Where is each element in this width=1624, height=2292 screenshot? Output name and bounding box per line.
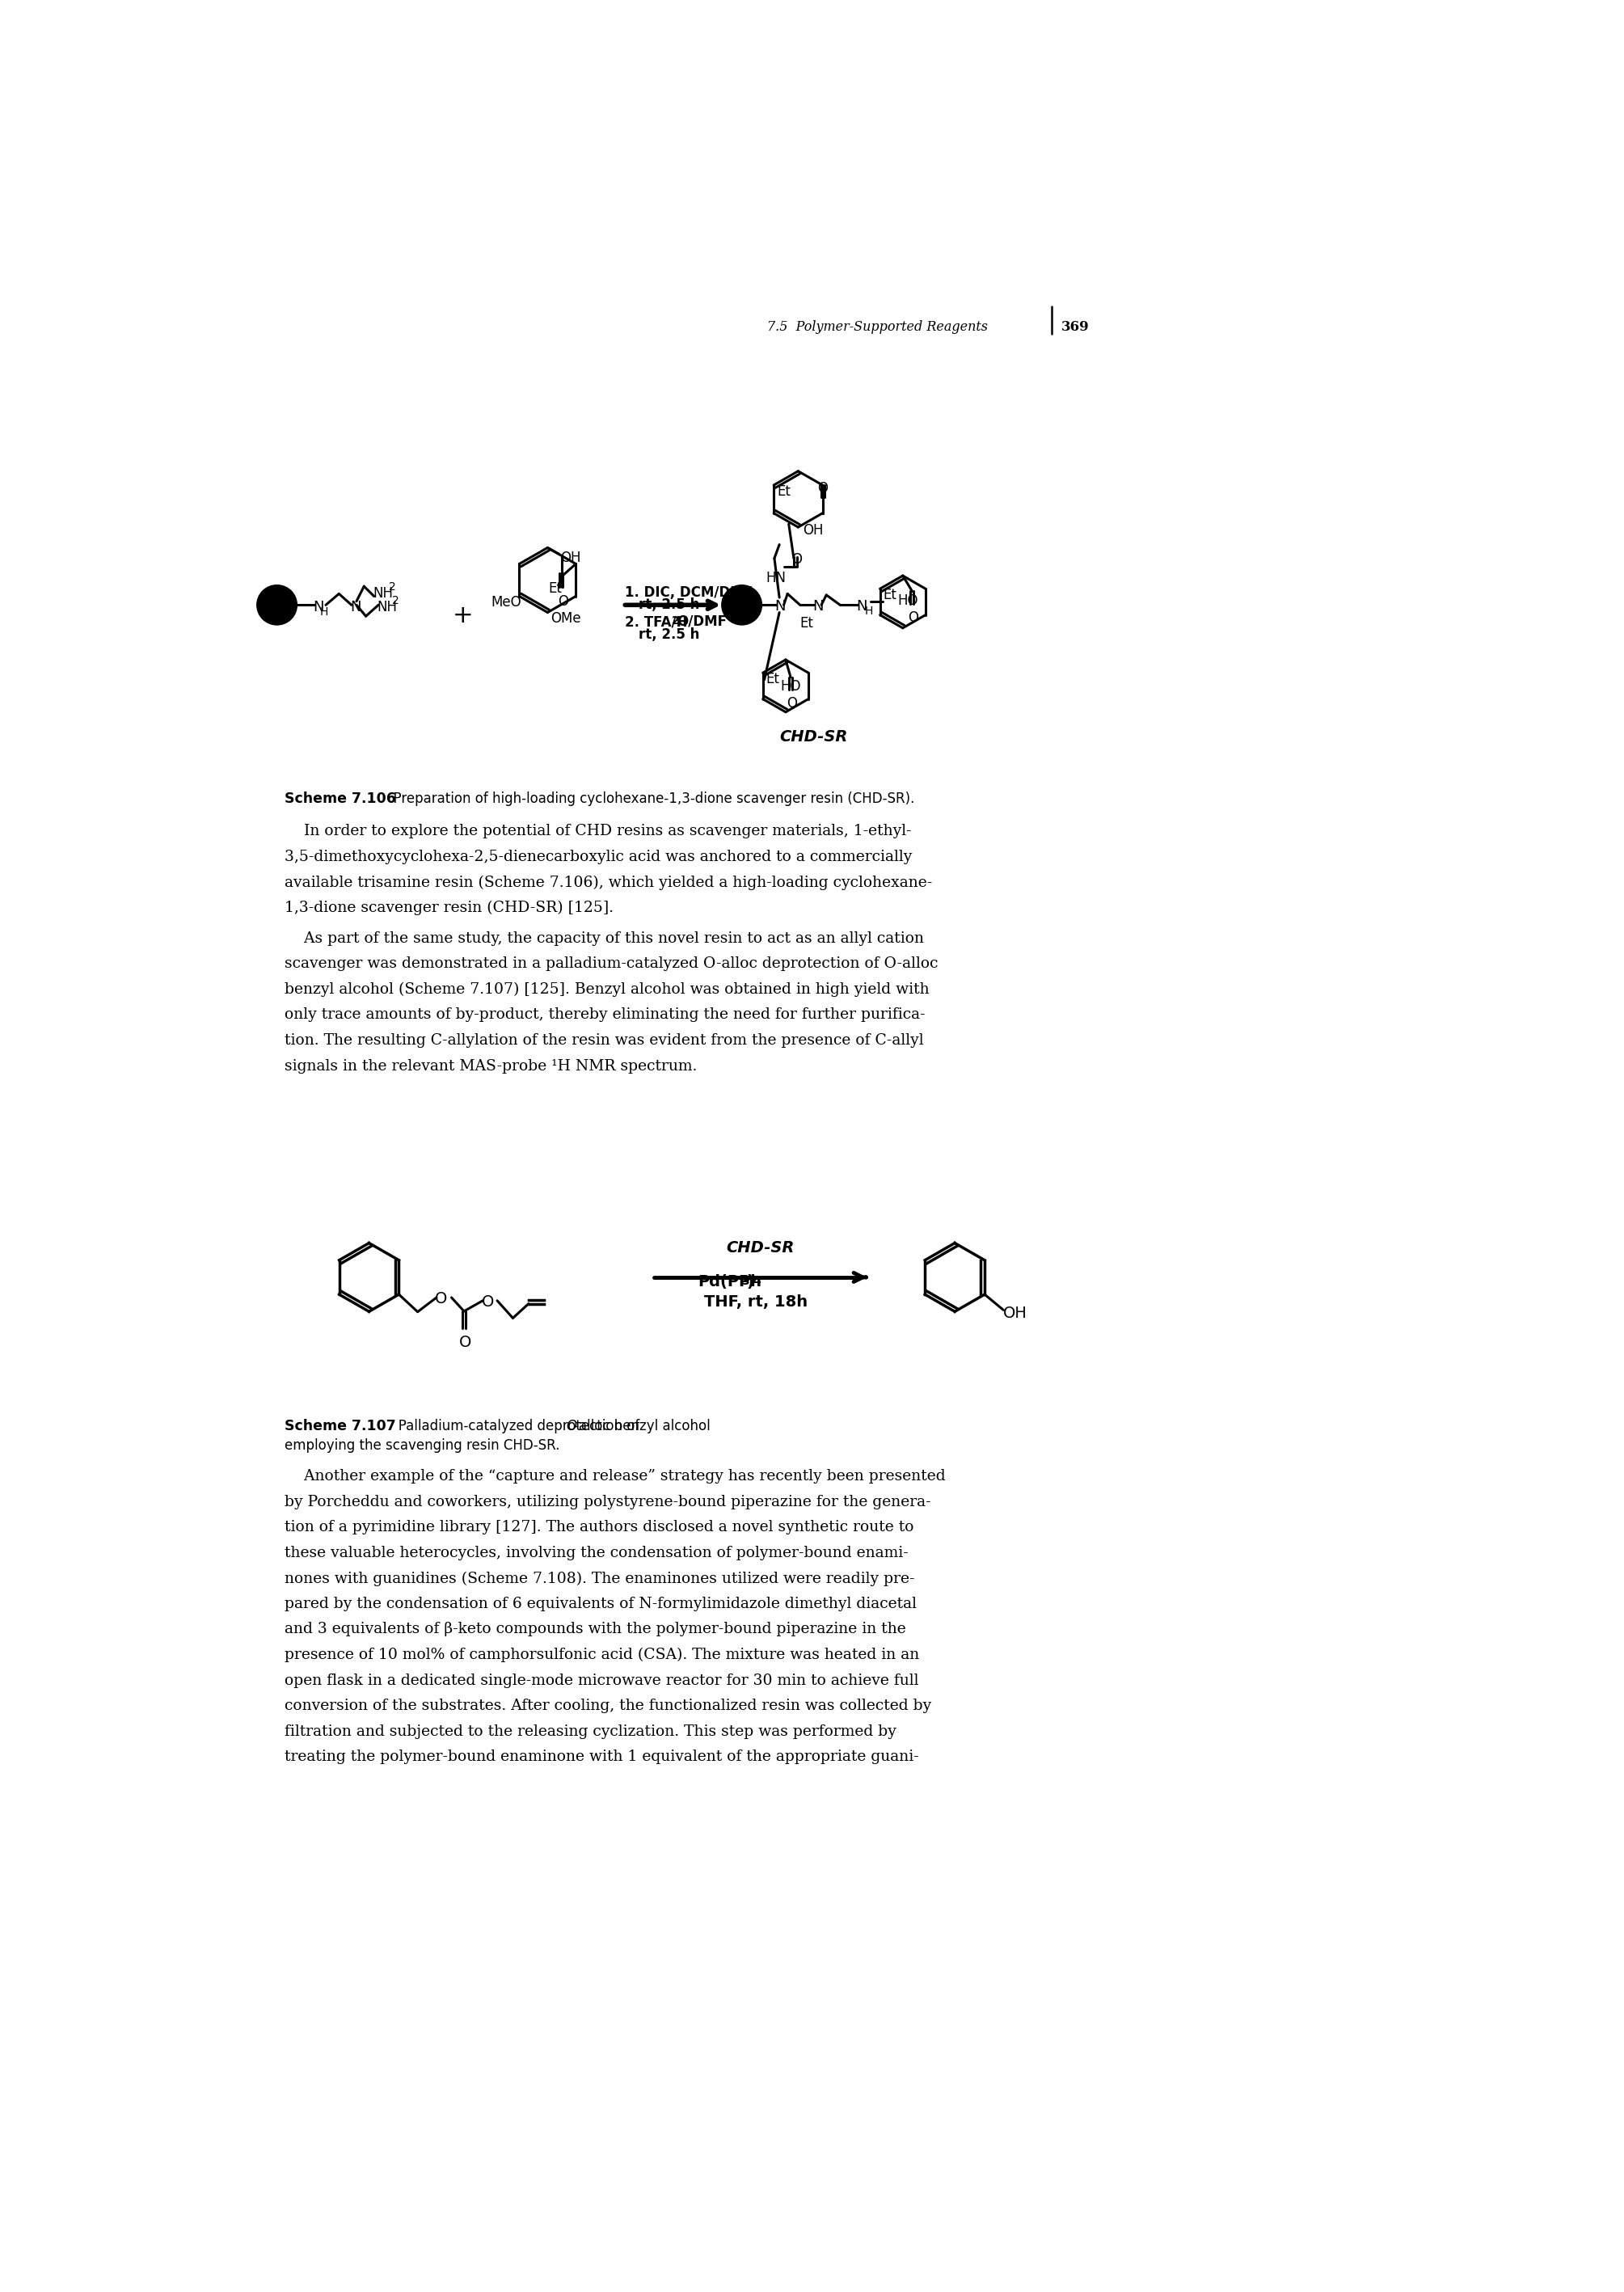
Text: presence of 10 mol% of camphorsulfonic acid (CSA). The mixture was heated in an: presence of 10 mol% of camphorsulfonic a… xyxy=(284,1648,919,1662)
Text: Scheme 7.107: Scheme 7.107 xyxy=(284,1419,396,1435)
Text: 2. TFA/H: 2. TFA/H xyxy=(625,614,689,630)
Text: HO: HO xyxy=(780,678,801,694)
Text: O: O xyxy=(460,1334,471,1350)
Text: Et: Et xyxy=(883,587,896,603)
Text: N: N xyxy=(775,601,786,614)
Text: and 3 equivalents of β-keto compounds with the polymer-bound piperazine in the: and 3 equivalents of β-keto compounds wi… xyxy=(284,1623,906,1636)
Text: ): ) xyxy=(747,1274,754,1290)
Text: MeO: MeO xyxy=(490,596,521,610)
Text: 1. DIC, DCM/DMF: 1. DIC, DCM/DMF xyxy=(625,584,754,601)
Text: HO: HO xyxy=(898,594,918,607)
Text: N: N xyxy=(351,601,361,614)
Text: Palladium-catalyzed deprotection of: Palladium-catalyzed deprotection of xyxy=(387,1419,645,1435)
Text: OH: OH xyxy=(1004,1306,1028,1320)
Text: O: O xyxy=(788,697,797,711)
Text: 1,3-dione scavenger resin (CHD-SR) [125].: 1,3-dione scavenger resin (CHD-SR) [125]… xyxy=(284,901,614,915)
Text: tion. The resulting C-allylation of the resin was evident from the presence of C: tion. The resulting C-allylation of the … xyxy=(284,1034,924,1047)
Text: 3,5-dimethoxycyclohexa-2,5-dienecarboxylic acid was anchored to a commercially: 3,5-dimethoxycyclohexa-2,5-dienecarboxyl… xyxy=(284,850,913,864)
Text: N: N xyxy=(812,601,823,614)
Circle shape xyxy=(257,584,297,626)
Text: O: O xyxy=(908,610,918,626)
Text: 2: 2 xyxy=(393,596,400,607)
Text: open flask in a dedicated single-mode microwave reactor for 30 min to achieve fu: open flask in a dedicated single-mode mi… xyxy=(284,1673,919,1687)
Text: tion of a pyrimidine library [127]. The authors disclosed a novel synthetic rout: tion of a pyrimidine library [127]. The … xyxy=(284,1520,914,1536)
Text: 369: 369 xyxy=(1060,321,1090,335)
Text: In order to explore the potential of CHD resins as scavenger materials, 1-ethyl-: In order to explore the potential of CHD… xyxy=(284,825,911,839)
Text: 4: 4 xyxy=(754,1277,762,1288)
Text: CHD-SR: CHD-SR xyxy=(726,1240,794,1256)
Text: Et: Et xyxy=(549,582,562,596)
Text: Et: Et xyxy=(801,617,814,630)
Text: O/DMF: O/DMF xyxy=(677,614,726,628)
Text: +: + xyxy=(453,603,473,628)
Text: Pd(PPh: Pd(PPh xyxy=(698,1274,762,1290)
Text: available trisamine resin (Scheme 7.106), which yielded a high-loading cyclohexa: available trisamine resin (Scheme 7.106)… xyxy=(284,876,932,889)
Text: NH: NH xyxy=(377,601,398,614)
Text: signals in the relevant MAS-probe ¹H NMR spectrum.: signals in the relevant MAS-probe ¹H NMR… xyxy=(284,1059,697,1073)
Text: As part of the same study, the capacity of this novel resin to act as an allyl c: As part of the same study, the capacity … xyxy=(284,931,924,947)
Text: by Porcheddu and coworkers, utilizing polystyrene-bound piperazine for the gener: by Porcheddu and coworkers, utilizing po… xyxy=(284,1494,931,1508)
Text: conversion of the substrates. After cooling, the functionalized resin was collec: conversion of the substrates. After cool… xyxy=(284,1698,931,1714)
Text: Another example of the “capture and release” strategy has recently been presente: Another example of the “capture and rele… xyxy=(284,1469,945,1483)
Text: THF, rt, 18h: THF, rt, 18h xyxy=(705,1295,807,1311)
Text: O: O xyxy=(559,594,568,610)
Text: -alloc benzyl alcohol: -alloc benzyl alcohol xyxy=(573,1419,710,1435)
Text: O: O xyxy=(817,481,828,495)
Text: 2: 2 xyxy=(390,582,396,594)
Text: treating the polymer-bound enaminone with 1 equivalent of the appropriate guani-: treating the polymer-bound enaminone wit… xyxy=(284,1749,919,1765)
Text: filtration and subjected to the releasing cyclization. This step was performed b: filtration and subjected to the releasin… xyxy=(284,1724,896,1740)
Text: benzyl alcohol (Scheme 7.107) [125]. Benzyl alcohol was obtained in high yield w: benzyl alcohol (Scheme 7.107) [125]. Ben… xyxy=(284,983,929,997)
Text: 3: 3 xyxy=(742,1277,750,1288)
Text: N: N xyxy=(856,601,867,614)
Text: pared by the condensation of 6 equivalents of N-formylimidazole dimethyl diaceta: pared by the condensation of 6 equivalen… xyxy=(284,1598,916,1611)
Text: O: O xyxy=(435,1290,447,1306)
Text: only trace amounts of by-product, thereby eliminating the need for further purif: only trace amounts of by-product, thereb… xyxy=(284,1008,926,1022)
Text: 7.5  Polymer-Supported Reagents: 7.5 Polymer-Supported Reagents xyxy=(767,321,987,335)
Text: OH: OH xyxy=(804,523,823,539)
Text: rt, 2.5 h: rt, 2.5 h xyxy=(638,628,700,642)
Text: H: H xyxy=(864,605,874,617)
Text: HN: HN xyxy=(765,571,786,584)
Text: O: O xyxy=(482,1295,494,1309)
Text: O: O xyxy=(567,1419,577,1435)
Text: H: H xyxy=(320,605,328,617)
Text: NH: NH xyxy=(374,587,393,601)
Text: nones with guanidines (Scheme 7.108). The enaminones utilized were readily pre-: nones with guanidines (Scheme 7.108). Th… xyxy=(284,1570,914,1586)
Text: Et: Et xyxy=(776,484,791,497)
Text: Et: Et xyxy=(767,672,780,685)
Text: O: O xyxy=(793,552,802,566)
Text: CHD-SR: CHD-SR xyxy=(780,729,848,745)
Text: Preparation of high-loading cyclohexane-1,3-dione scavenger resin (CHD-SR).: Preparation of high-loading cyclohexane-… xyxy=(385,791,914,807)
Text: OH: OH xyxy=(560,550,581,564)
Text: Scheme 7.106: Scheme 7.106 xyxy=(284,791,396,807)
Text: rt, 2.5 h: rt, 2.5 h xyxy=(638,598,700,612)
Text: these valuable heterocycles, involving the condensation of polymer-bound enami-: these valuable heterocycles, involving t… xyxy=(284,1545,908,1561)
Text: N: N xyxy=(313,601,325,614)
Text: scavenger was demonstrated in a palladium-catalyzed O-alloc deprotection of O-al: scavenger was demonstrated in a palladiu… xyxy=(284,956,939,972)
Circle shape xyxy=(721,584,762,626)
Text: 2: 2 xyxy=(672,614,679,626)
Text: OMe: OMe xyxy=(551,612,581,626)
Text: employing the scavenging resin CHD-SR.: employing the scavenging resin CHD-SR. xyxy=(284,1437,560,1453)
